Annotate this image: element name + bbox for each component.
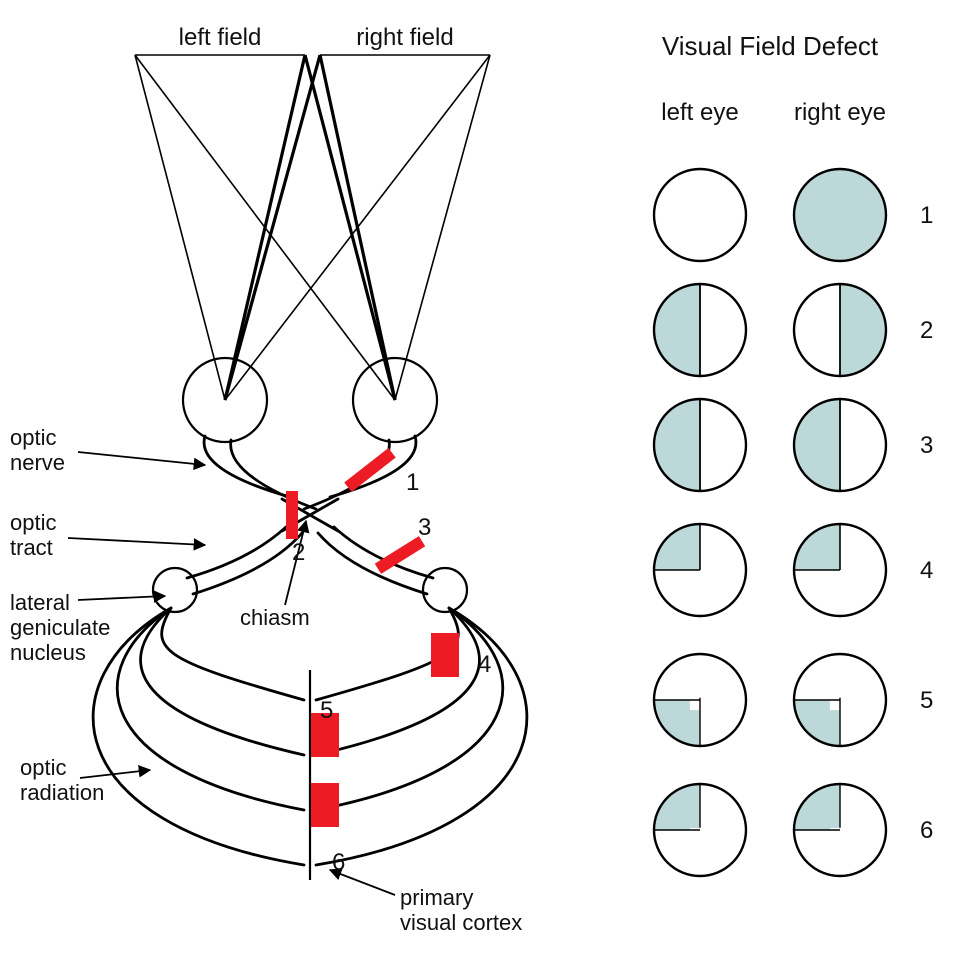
label: nucleus <box>10 640 86 665</box>
vfd-4-left <box>654 524 746 616</box>
right-field-label: right field <box>356 24 453 51</box>
lesion-number-1: 1 <box>406 469 419 496</box>
diagram-root: left fieldright fieldopticnerveoptictrac… <box>0 0 975 975</box>
label: radiation <box>20 780 104 805</box>
lesion-6 <box>311 783 339 827</box>
label: visual cortex <box>400 910 522 935</box>
vfd-1-right <box>794 169 886 261</box>
vfd-1-left <box>654 169 746 261</box>
lesion-4 <box>431 633 459 677</box>
label: tract <box>10 535 53 560</box>
vfd-5-left <box>654 654 746 746</box>
vfd-row-number-6: 6 <box>920 817 933 844</box>
vfd-6-left <box>654 784 746 876</box>
vfd-row-number-3: 3 <box>920 432 933 459</box>
vfd-row-number-5: 5 <box>920 687 933 714</box>
left-eye-col: left eye <box>661 99 738 126</box>
optic-tract-label: optic <box>10 510 56 535</box>
vfd-3-left <box>654 399 746 491</box>
vfd-3-right <box>794 399 886 491</box>
vfd-4-right <box>794 524 886 616</box>
vfd-6-right <box>794 784 886 876</box>
lesion-1 <box>344 448 396 492</box>
chiasm-label: chiasm <box>240 605 310 630</box>
optic-nerve-label: optic <box>10 425 56 450</box>
label: nerve <box>10 450 65 475</box>
lesion-number-6: 6 <box>332 849 345 876</box>
vfd-5-right <box>794 654 886 746</box>
vfd-title: Visual Field Defect <box>662 31 879 61</box>
lesion-number-5: 5 <box>320 697 333 724</box>
right-eye-col: right eye <box>794 99 886 126</box>
lesion-number-3: 3 <box>418 514 431 541</box>
vfd-2-left <box>654 284 746 376</box>
vfd-row-number-4: 4 <box>920 557 933 584</box>
left-field-label: left field <box>179 24 262 51</box>
label: geniculate <box>10 615 110 640</box>
vfd-row-number-2: 2 <box>920 317 933 344</box>
vfd-row-number-1: 1 <box>920 202 933 229</box>
vfd-2-right <box>794 284 886 376</box>
primary-visual-cortex-label: primary <box>400 885 473 910</box>
lesion-number-2: 2 <box>292 539 305 566</box>
lesion-2 <box>286 491 298 539</box>
lgn-label: lateral <box>10 590 70 615</box>
lesion-number-4: 4 <box>478 651 491 678</box>
optic-radiation-label: optic <box>20 755 66 780</box>
